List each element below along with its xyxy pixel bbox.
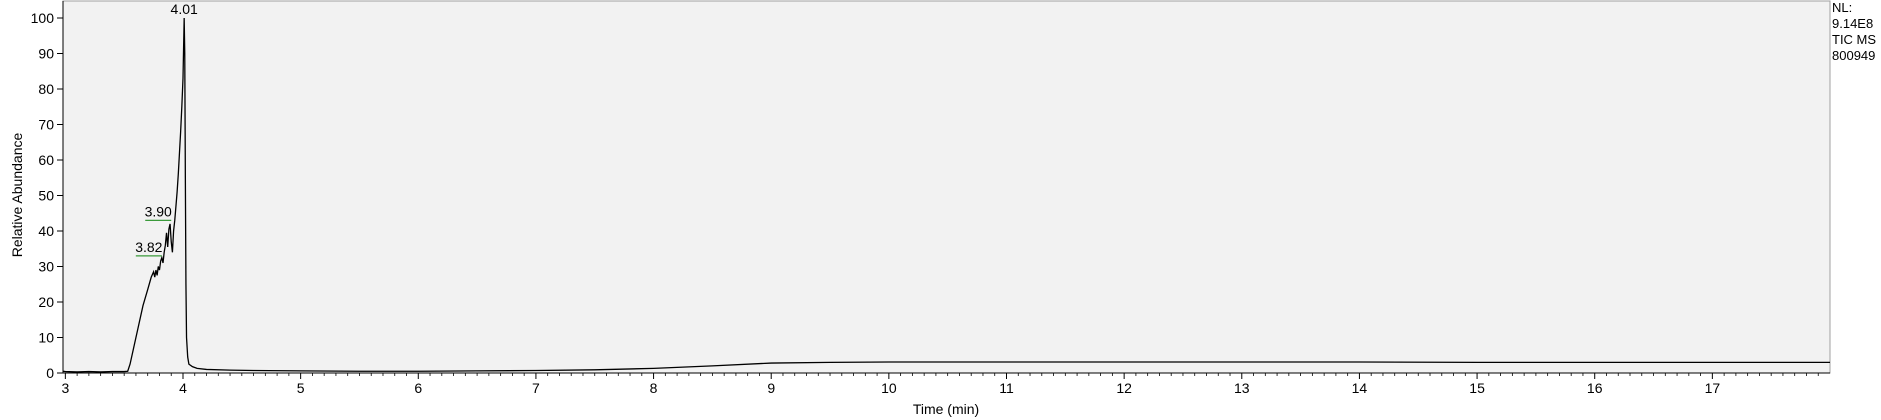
y-tick-label-70: 70 [38, 117, 54, 133]
y-tick-label-10: 10 [38, 330, 54, 346]
x-tick-label-6: 6 [414, 380, 422, 396]
x-tick-label-4: 4 [179, 380, 187, 396]
x-tick-label-8: 8 [650, 380, 658, 396]
series-line-tic [62, 17, 1830, 373]
x-tick-label-15: 15 [1469, 380, 1485, 396]
y-axis-ticks: 0 10 20 30 40 50 60 70 80 90 100 [31, 10, 63, 381]
y-tick-label-20: 20 [38, 294, 54, 310]
x-tick-label-9: 9 [767, 380, 775, 396]
nl-info-line-3: 800949 [1832, 48, 1875, 63]
x-tick-label-17: 17 [1705, 380, 1721, 396]
y-tick-label-90: 90 [38, 46, 54, 62]
peak-label-3.90: 3.90 [145, 203, 172, 219]
y-tick-label-50: 50 [38, 188, 54, 204]
x-tick-label-5: 5 [297, 380, 305, 396]
y-tick-label-100: 100 [31, 10, 55, 26]
peak-label-3.82: 3.82 [135, 239, 162, 255]
peak-annotations: 4.01 3.90 3.82 [135, 1, 198, 257]
x-tick-label-7: 7 [532, 380, 540, 396]
x-tick-label-11: 11 [999, 380, 1014, 396]
x-tick-label-13: 13 [1234, 380, 1250, 396]
x-tick-label-12: 12 [1116, 380, 1132, 396]
y-tick-label-40: 40 [38, 223, 54, 239]
plot-area [62, 0, 1831, 374]
y-tick-label-80: 80 [38, 81, 54, 97]
nl-info-line-0: NL: [1832, 0, 1852, 15]
x-axis-minor-ticks [76, 373, 1819, 376]
nl-info-line-2: TIC MS [1832, 32, 1876, 47]
y-axis-title: Relative Abundance [9, 133, 25, 258]
x-tick-label-10: 10 [881, 380, 897, 396]
y-tick-label-0: 0 [46, 365, 54, 381]
x-tick-label-3: 3 [61, 380, 69, 396]
y-tick-label-30: 30 [38, 259, 54, 275]
y-tick-label-60: 60 [38, 152, 54, 168]
x-tick-label-14: 14 [1352, 380, 1368, 396]
x-axis-title: Time (min) [913, 401, 979, 417]
nl-info-line-1: 9.14E8 [1832, 16, 1873, 31]
x-tick-label-16: 16 [1587, 380, 1603, 396]
x-axis-ticks: 3 4 5 6 7 8 9 10 11 12 13 14 15 16 17 [61, 373, 1720, 396]
peak-label-4.01: 4.01 [171, 1, 198, 17]
